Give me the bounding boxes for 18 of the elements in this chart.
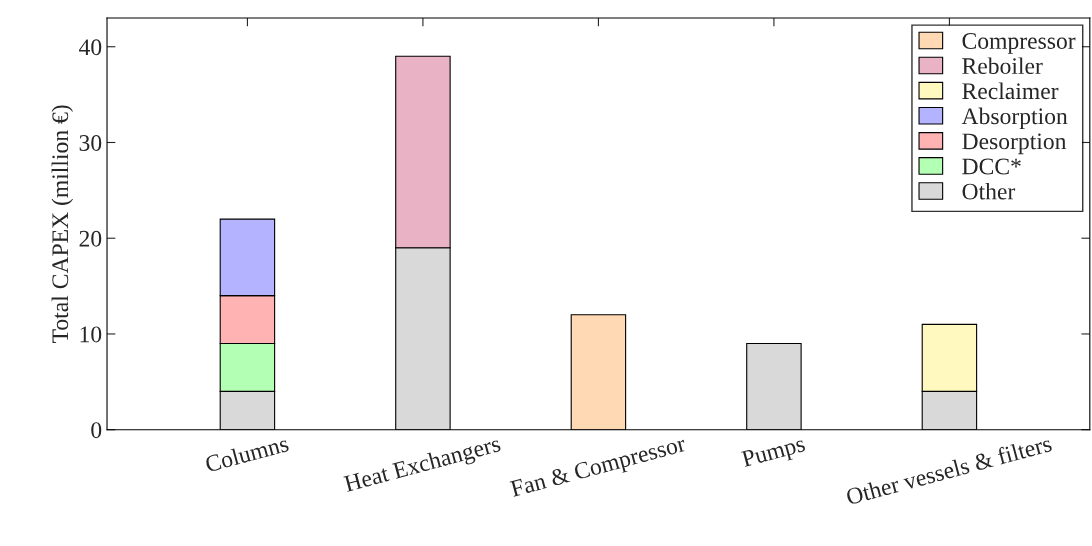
x-tick-label: Fan & Compressor: [509, 435, 688, 502]
legend-label: Desorption: [962, 133, 1067, 155]
y-tick-label: 0: [91, 422, 102, 439]
y-tick-label: 10: [80, 326, 102, 343]
legend-label: Reclaimer: [962, 82, 1059, 100]
legend-label: DCC*: [962, 158, 1021, 175]
y-axis-title: Total CAPEX (million €): [51, 105, 73, 343]
y-tick-label: 20: [79, 230, 102, 247]
legend-label: Absorption: [961, 107, 1068, 130]
y-tick-label: 40: [79, 39, 102, 56]
y-tick-label: 30: [79, 134, 102, 151]
x-tick-label: Other vessels & filters: [845, 434, 1053, 506]
x-tick-label: Columns: [204, 434, 290, 473]
legend-label: Reboiler: [962, 57, 1043, 75]
legend-label: Compressor: [962, 33, 1076, 54]
x-tick-label: Heat Exchangers: [343, 434, 503, 497]
legend-label: Other: [962, 182, 1016, 200]
x-tick-label: Pumps: [740, 435, 807, 472]
